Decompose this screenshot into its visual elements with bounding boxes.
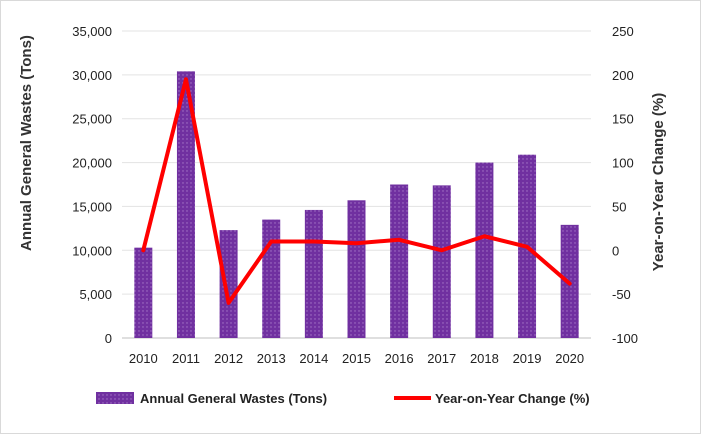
y-tick-label-right: -100 — [612, 331, 638, 346]
bar — [262, 219, 281, 338]
y-tick-label-left: 5,000 — [79, 287, 112, 302]
bar — [475, 162, 494, 338]
y-tick-label-left: 0 — [105, 331, 112, 346]
legend-line-label: Year-on-Year Change (%) — [435, 391, 590, 406]
line-series — [141, 77, 572, 305]
bar-series — [134, 71, 579, 338]
line-point — [440, 248, 444, 252]
bar — [176, 71, 195, 338]
line-point — [184, 77, 188, 81]
x-tick-label: 2010 — [129, 351, 158, 366]
y-axis-right-title: Year-on-Year Change (%) — [650, 93, 667, 271]
line-point — [482, 234, 486, 238]
bar — [134, 247, 153, 338]
line-point — [227, 301, 231, 305]
y-tick-label-right: 0 — [612, 243, 619, 258]
line-point — [525, 245, 529, 249]
y-tick-label-left: 25,000 — [72, 112, 112, 127]
y-tick-label-left: 30,000 — [72, 68, 112, 83]
line-point — [568, 282, 572, 286]
x-tick-label: 2019 — [513, 351, 542, 366]
line-point — [312, 240, 316, 244]
x-tick-label: 2011 — [172, 351, 200, 366]
bar — [304, 209, 323, 338]
y-tick-label-right: -50 — [612, 287, 631, 302]
x-tick-label: 2018 — [470, 351, 499, 366]
y-tick-label-left: 35,000 — [72, 24, 112, 39]
y-tick-label-right: 50 — [612, 199, 626, 214]
y-tick-label-right: 150 — [612, 112, 634, 127]
legend-bar-swatch — [96, 392, 134, 404]
y-tick-label-left: 20,000 — [72, 156, 112, 171]
x-tick-label: 2012 — [214, 351, 243, 366]
legend: Annual General Wastes (Tons) Year-on-Yea… — [96, 391, 590, 406]
y-tick-label-left: 15,000 — [72, 199, 112, 214]
x-tick-label: 2020 — [555, 351, 584, 366]
x-tick-label: 2015 — [342, 351, 371, 366]
y-tick-label-right: 250 — [612, 24, 634, 39]
line-point — [141, 248, 145, 252]
y-tick-label-right: 200 — [612, 68, 634, 83]
legend-bar-label: Annual General Wastes (Tons) — [140, 391, 327, 406]
bar — [219, 230, 238, 338]
line-point — [397, 238, 401, 242]
bar — [347, 200, 366, 338]
y-tick-label-right: 100 — [612, 156, 634, 171]
x-tick-label: 2017 — [427, 351, 456, 366]
line-point — [269, 240, 273, 244]
bar — [432, 185, 451, 338]
y-tick-label-left: 10,000 — [72, 243, 112, 258]
x-tick-label: 2013 — [257, 351, 286, 366]
axis-ticks: 0 5,000 10,000 15,000 20,000 25,000 30,000 35,0… — [72, 24, 638, 366]
x-tick-label: 2014 — [299, 351, 328, 366]
y-axis-left-title: Annual General Wastes (Tons) — [18, 35, 35, 251]
line-point — [355, 241, 358, 245]
bar — [390, 184, 409, 338]
x-tick-label: 2016 — [385, 351, 414, 366]
